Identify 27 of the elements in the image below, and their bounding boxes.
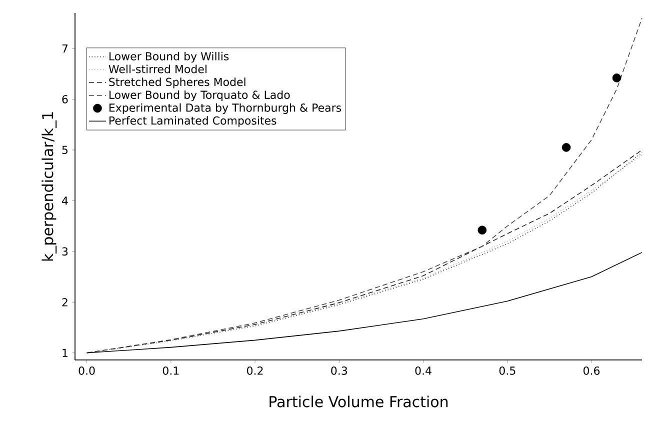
legend-label: Lower Bound by Torquato & Lado [110,90,290,102]
y-tick-label: 2 [62,298,68,306]
line-series [86,18,642,354]
y-tick-label: 3 [62,247,68,256]
x-tick-label: 0.1 [162,366,179,375]
point [612,74,622,82]
point [478,226,487,235]
x-tick-label: 0.6 [584,366,600,375]
x-tick-label: 0.5 [499,366,516,375]
line-series [86,252,642,354]
x-tick-label: 0.2 [247,366,263,375]
legend-label: Experimental Data by Thornburgh & Pears [110,103,342,114]
legend-label: Perfect Laminated Composites [110,116,276,127]
y-axis-title: k_perpendicular/k_1 [42,112,57,261]
x-axis-title: Particle Volume Fraction [270,396,448,408]
point [562,143,571,152]
legend-label: Well-stirred Model [108,64,206,74]
y-tick-label: 6 [62,95,68,104]
x-tick-label: 0.0 [78,366,95,375]
y-tick-label: 7 [62,44,68,53]
y-tick-label: 1 [62,348,68,357]
legend-label: Stretched Spheres Model [109,78,246,88]
x-tick-label: 0.3 [331,366,348,375]
y-tick-label: 4 [62,196,68,205]
x-tick-label: 0.4 [415,366,432,375]
y-tick-label: 5 [62,146,68,154]
legend-label: Lower Bound by Willis [110,52,229,63]
